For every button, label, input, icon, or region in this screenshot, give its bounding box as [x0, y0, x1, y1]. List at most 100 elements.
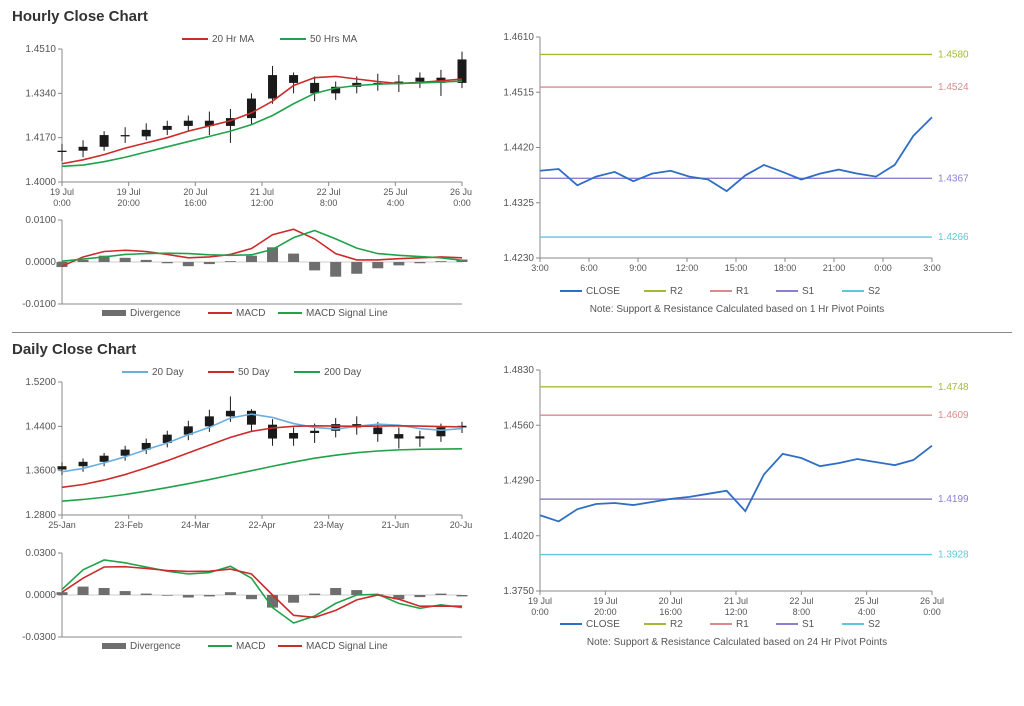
svg-text:4:00: 4:00 [387, 198, 405, 208]
svg-text:CLOSE: CLOSE [586, 619, 620, 630]
svg-text:S1: S1 [802, 286, 815, 297]
daily-price-chart: 1.28001.36001.44001.520025-Jan23-Feb24-M… [12, 362, 472, 547]
svg-text:1.4748: 1.4748 [938, 382, 969, 393]
svg-text:1.4266: 1.4266 [938, 232, 969, 243]
svg-text:25 Jul: 25 Jul [855, 596, 879, 606]
svg-text:0.0100: 0.0100 [25, 215, 56, 226]
hourly-price-chart: 1.40001.41701.43401.451019 Jul0:0019 Jul… [12, 29, 472, 214]
svg-text:Divergence: Divergence [130, 308, 181, 319]
svg-text:R2: R2 [670, 619, 683, 630]
svg-text:3:00: 3:00 [531, 263, 549, 273]
hourly-section: Hourly Close Chart 1.40001.41701.43401.4… [12, 8, 1012, 324]
hourly-sr-chart: 1.4230 1.4325 1.4420 1.4515 1.4610 3:00 6:00 9:… [492, 29, 982, 302]
svg-text:20 Hr MA: 20 Hr MA [212, 34, 255, 45]
daily-sr-chart: 1.37501.40201.42901.45601.483019 Jul0:00… [492, 362, 982, 635]
svg-text:1.3600: 1.3600 [25, 466, 56, 477]
svg-text:R1: R1 [736, 286, 749, 297]
svg-text:12:00: 12:00 [251, 198, 274, 208]
svg-text:50 Hrs MA: 50 Hrs MA [310, 34, 358, 45]
svg-text:R1: R1 [736, 619, 749, 630]
svg-text:19 Jul: 19 Jul [593, 596, 617, 606]
svg-text:20:00: 20:00 [594, 607, 617, 617]
hourly-sr-note: Note: Support & Resistance Calculated ba… [492, 304, 982, 315]
svg-text:1.4400: 1.4400 [25, 421, 56, 432]
svg-text:1.4325: 1.4325 [503, 198, 534, 209]
svg-text:26 Jul: 26 Jul [450, 187, 472, 197]
daily-title: Daily Close Chart [12, 341, 1012, 358]
svg-text:19 Jul: 19 Jul [50, 187, 74, 197]
svg-text:1.4199: 1.4199 [938, 494, 969, 505]
svg-text:0:00: 0:00 [923, 607, 941, 617]
svg-text:1.4560: 1.4560 [503, 420, 534, 431]
svg-text:1.4515: 1.4515 [503, 87, 534, 98]
svg-text:22 Jul: 22 Jul [317, 187, 341, 197]
svg-text:6:00: 6:00 [580, 263, 598, 273]
svg-text:0:00: 0:00 [531, 607, 549, 617]
svg-text:26 Jul: 26 Jul [920, 596, 944, 606]
svg-text:0:00: 0:00 [53, 198, 71, 208]
svg-text:21 Jul: 21 Jul [250, 187, 274, 197]
svg-text:1.3928: 1.3928 [938, 550, 969, 561]
svg-text:16:00: 16:00 [659, 607, 682, 617]
svg-text:1.4609: 1.4609 [938, 410, 969, 421]
svg-text:21:00: 21:00 [823, 263, 846, 273]
svg-text:-0.0300: -0.0300 [22, 632, 56, 643]
daily-macd-chart: -0.0300 0.0000 0.0300 Divergence MACD MACD Si… [12, 547, 472, 657]
svg-text:0.0000: 0.0000 [25, 590, 56, 601]
svg-text:8:00: 8:00 [793, 607, 811, 617]
svg-text:18:00: 18:00 [774, 263, 797, 273]
svg-text:0.0300: 0.0300 [25, 548, 56, 559]
svg-text:15:00: 15:00 [725, 263, 748, 273]
svg-text:12:00: 12:00 [676, 263, 699, 273]
svg-text:S2: S2 [868, 619, 881, 630]
svg-text:23-Feb: 23-Feb [114, 520, 143, 530]
svg-text:MACD Signal Line: MACD Signal Line [306, 308, 388, 319]
svg-text:50 Day: 50 Day [238, 367, 270, 378]
svg-text:Divergence: Divergence [130, 641, 181, 652]
svg-text:8:00: 8:00 [320, 198, 338, 208]
svg-text:200 Day: 200 Day [324, 367, 361, 378]
svg-text:1.4580: 1.4580 [938, 49, 969, 60]
svg-text:MACD: MACD [236, 308, 265, 319]
svg-text:MACD Signal Line: MACD Signal Line [306, 641, 388, 652]
svg-text:1.4524: 1.4524 [938, 82, 969, 93]
svg-text:20:00: 20:00 [117, 198, 140, 208]
svg-text:1.4340: 1.4340 [25, 88, 56, 99]
svg-text:1.4420: 1.4420 [503, 143, 534, 154]
svg-text:3:00: 3:00 [923, 263, 941, 273]
svg-text:1.4830: 1.4830 [503, 365, 534, 376]
svg-text:1.4510: 1.4510 [25, 44, 56, 55]
svg-text:24-Mar: 24-Mar [181, 520, 210, 530]
svg-text:CLOSE: CLOSE [586, 286, 620, 297]
svg-text:R2: R2 [670, 286, 683, 297]
svg-text:0:00: 0:00 [453, 198, 471, 208]
svg-text:S2: S2 [868, 286, 881, 297]
svg-text:1.4170: 1.4170 [25, 133, 56, 144]
svg-text:25-Jan: 25-Jan [48, 520, 76, 530]
daily-section: Daily Close Chart 1.28001.36001.44001.52… [12, 341, 1012, 657]
svg-text:22-Apr: 22-Apr [248, 520, 275, 530]
svg-text:20 Day: 20 Day [152, 367, 184, 378]
svg-text:1.4290: 1.4290 [503, 476, 534, 487]
svg-text:1.4610: 1.4610 [503, 32, 534, 43]
svg-text:9:00: 9:00 [629, 263, 647, 273]
svg-text:16:00: 16:00 [184, 198, 207, 208]
daily-sr-note: Note: Support & Resistance Calculated ba… [492, 637, 982, 648]
svg-text:0:00: 0:00 [874, 263, 892, 273]
svg-text:1.4230: 1.4230 [503, 253, 534, 264]
svg-text:25 Jul: 25 Jul [383, 187, 407, 197]
svg-text:22 Jul: 22 Jul [789, 596, 813, 606]
svg-text:1.4020: 1.4020 [503, 531, 534, 542]
svg-text:20-Jul: 20-Jul [450, 520, 472, 530]
svg-text:21-Jun: 21-Jun [382, 520, 410, 530]
svg-text:23-May: 23-May [314, 520, 345, 530]
svg-text:1.4367: 1.4367 [938, 173, 969, 184]
svg-text:12:00: 12:00 [725, 607, 748, 617]
svg-text:0.0000: 0.0000 [25, 257, 56, 268]
svg-text:MACD: MACD [236, 641, 265, 652]
svg-text:21 Jul: 21 Jul [724, 596, 748, 606]
svg-text:S1: S1 [802, 619, 815, 630]
svg-text:1.5200: 1.5200 [25, 377, 56, 388]
hourly-macd-chart: -0.01000.00000.0100DivergenceMACDMACD Si… [12, 214, 472, 324]
svg-text:20 Jul: 20 Jul [183, 187, 207, 197]
